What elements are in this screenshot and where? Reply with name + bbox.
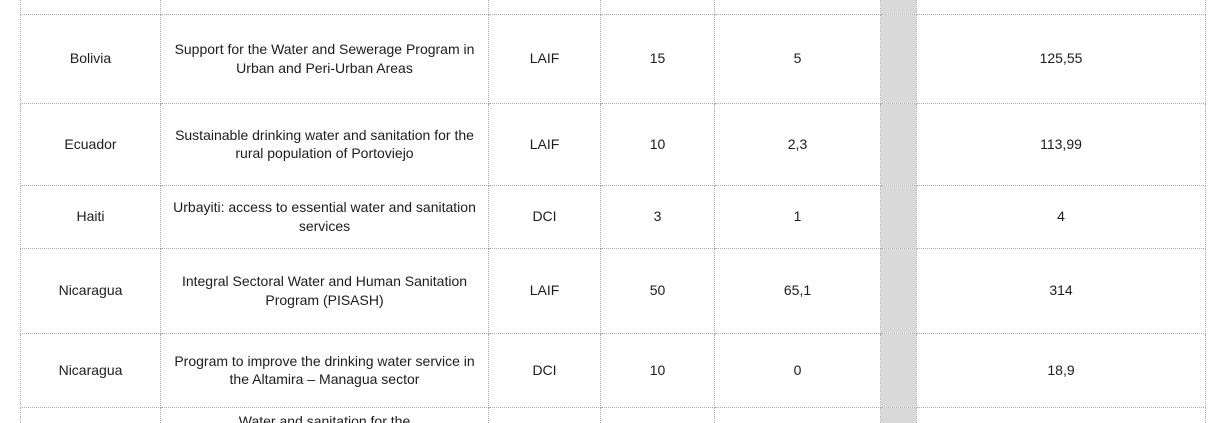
value-cell-1: 50: [600, 247, 715, 334]
instrument-cell: LAIF: [488, 13, 601, 104]
value-cell-3: 18,9: [916, 332, 1206, 408]
value-cell-1: 10: [600, 332, 715, 408]
table-row: Water and sanitation for the: [20, 406, 1206, 423]
spacer-cell: [880, 406, 917, 423]
instrument-cell: LAIF: [488, 247, 601, 334]
value-cell-3: 113,99: [916, 102, 1206, 186]
country-cell: Nicaragua: [20, 247, 161, 334]
value-cell-2: 2,3: [714, 102, 881, 186]
value-cell-2: 65,1: [714, 247, 881, 334]
instrument-cell: [488, 0, 601, 15]
instrument-cell: [488, 406, 601, 423]
table-row: Haiti Urbayiti: access to essential wate…: [20, 184, 1206, 249]
value-cell-2: 1: [714, 184, 881, 249]
spacer-cell: [880, 0, 917, 15]
country-cell: Nicaragua: [20, 332, 161, 408]
value-cell-2: [714, 0, 881, 15]
title-cell: Integral Sectoral Water and Human Sanita…: [160, 247, 489, 334]
spacer-cell: [880, 184, 917, 249]
value-cell-1: 15: [600, 13, 715, 104]
spacer-cell: [880, 247, 917, 334]
table-row: [20, 0, 1206, 15]
table-row: Ecuador Sustainable drinking water and s…: [20, 102, 1206, 186]
spacer-cell: [880, 13, 917, 104]
value-cell-3: 125,55: [916, 13, 1206, 104]
country-cell: Bolivia: [20, 13, 161, 104]
instrument-cell: DCI: [488, 184, 601, 249]
value-cell-1: [600, 406, 715, 423]
projects-table: Bolivia Support for the Water and Sewera…: [20, 0, 1206, 423]
country-cell: Haiti: [20, 184, 161, 249]
title-cell: Support for the Water and Sewerage Progr…: [160, 13, 489, 104]
country-cell: [20, 0, 161, 15]
value-cell-3: 4: [916, 184, 1206, 249]
table-row: Nicaragua Program to improve the drinkin…: [20, 332, 1206, 408]
value-cell-2: 5: [714, 13, 881, 104]
title-cell: Program to improve the drinking water se…: [160, 332, 489, 408]
value-cell-3: 314: [916, 247, 1206, 334]
country-cell: [20, 406, 161, 423]
value-cell-1: [600, 0, 715, 15]
title-cell: Urbayiti: access to essential water and …: [160, 184, 489, 249]
value-cell-1: 3: [600, 184, 715, 249]
title-cell: [160, 0, 489, 15]
instrument-cell: LAIF: [488, 102, 601, 186]
table-row: Nicaragua Integral Sectoral Water and Hu…: [20, 247, 1206, 334]
value-cell-3: [916, 0, 1206, 15]
value-cell-2: 0: [714, 332, 881, 408]
spacer-cell: [880, 102, 917, 186]
value-cell-1: 10: [600, 102, 715, 186]
spacer-cell: [880, 332, 917, 408]
title-cell: Sustainable drinking water and sanitatio…: [160, 102, 489, 186]
title-cell: Water and sanitation for the: [160, 406, 489, 423]
value-cell-3: [916, 406, 1206, 423]
country-cell: Ecuador: [20, 102, 161, 186]
instrument-cell: DCI: [488, 332, 601, 408]
table-row: Bolivia Support for the Water and Sewera…: [20, 13, 1206, 104]
value-cell-2: [714, 406, 881, 423]
